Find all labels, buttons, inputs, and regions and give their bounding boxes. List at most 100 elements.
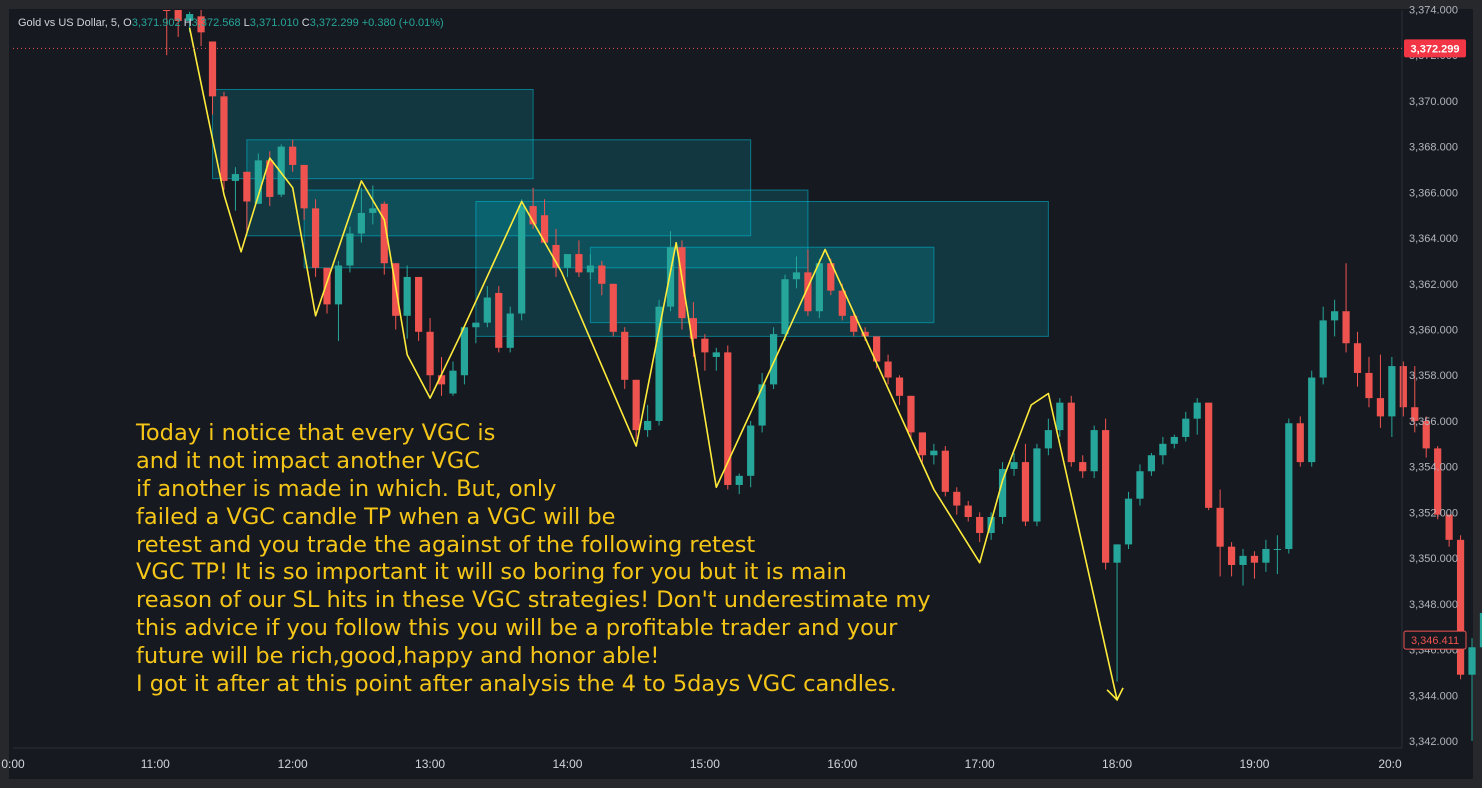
candle-body: [918, 432, 927, 456]
candle-body: [907, 395, 915, 433]
candle-body: [300, 164, 308, 209]
candle-body: [1021, 462, 1030, 522]
candle-body: [666, 247, 675, 307]
candle-body: [1479, 612, 1482, 648]
candle-body: [1434, 448, 1442, 515]
x-tick-label: 19:00: [1239, 757, 1269, 771]
annotation-line: reason of our SL hits in these VGC strat…: [136, 587, 931, 614]
candle-body: [884, 361, 892, 378]
candle-body: [254, 160, 262, 204]
candle-body: [1399, 366, 1407, 408]
candle-body: [1445, 514, 1453, 540]
y-tick-label: 3,342.000: [1409, 736, 1458, 748]
candle-body: [838, 290, 846, 316]
candle-body: [930, 450, 938, 456]
current-price-tag: [1404, 39, 1466, 58]
y-tick-label: 3,352.000: [1409, 507, 1458, 519]
axes: 3,342.0003,344.0003,346.0003,348.0003,35…: [1, 4, 1467, 771]
candle-body: [621, 331, 629, 380]
candle-body: [357, 212, 365, 234]
y-tick-label: 3,366.000: [1409, 187, 1458, 199]
vgc-zone: [475, 201, 1049, 337]
candle-body: [689, 318, 698, 339]
x-tick-label: 20:0: [1378, 757, 1402, 771]
candle-body: [1273, 548, 1281, 550]
candle-body: [1056, 402, 1064, 431]
candle-body: [655, 306, 663, 421]
candle-body: [460, 327, 469, 376]
candle-body: [163, 10, 171, 11]
candle-body: [609, 283, 617, 332]
candle-body: [174, 10, 182, 21]
candle-body: [827, 263, 835, 291]
annotation-line: VGC TP! It is so important it will so bo…: [136, 559, 847, 586]
candle-body: [1227, 546, 1236, 565]
candle-body: [1308, 377, 1316, 463]
candle-body: [1239, 555, 1247, 565]
y-tick-label: 3,368.000: [1409, 142, 1458, 154]
candle-body: [1124, 498, 1133, 545]
candle-body: [895, 377, 904, 396]
low-label: L: [243, 17, 250, 29]
arrow-head: [1106, 687, 1124, 702]
candle-body: [1033, 448, 1041, 522]
candle-body: [1010, 462, 1018, 469]
close-label: C: [301, 17, 310, 29]
x-tick-label: 13:00: [415, 757, 445, 771]
candle-body: [1170, 436, 1178, 444]
symbol-header: Gold vs US Dollar, 5, O3,371.902 H3,372.…: [18, 17, 444, 29]
annotation-line: I got it after at this point after analy…: [136, 671, 897, 698]
candle-body: [873, 336, 881, 362]
y-tick-label: 3,348.000: [1409, 599, 1458, 611]
candle-body: [1422, 420, 1430, 449]
candle-body: [1411, 407, 1419, 421]
candle-body: [1182, 418, 1190, 437]
candle-body: [998, 468, 1007, 517]
candle-body: [403, 276, 411, 316]
candle-body: [953, 491, 961, 506]
candle-body: [415, 276, 423, 332]
candle-body: [506, 313, 514, 348]
candle-body: [747, 425, 755, 476]
candle-body: [598, 265, 606, 284]
annotation-line: failed a VGC candle TP when a VGC will b…: [136, 503, 616, 530]
annotation-line: and it not impact another VGC: [136, 447, 480, 474]
x-tick-label: 0:00: [1, 757, 25, 771]
candle-body: [1331, 311, 1339, 321]
y-tick-label: 3,374.000: [1409, 4, 1458, 16]
marker-price-tag: [1403, 630, 1467, 650]
candle-body: [1044, 430, 1052, 449]
symbol-name: Gold vs US Dollar, 5,: [18, 17, 121, 29]
candle-body: [231, 174, 240, 181]
candle-body: [861, 331, 869, 337]
candle-body: [1216, 507, 1224, 547]
candle-body: [1079, 462, 1087, 472]
candle-body: [1147, 455, 1156, 472]
candle-body: [758, 384, 766, 426]
candle-body: [815, 263, 823, 312]
candle-body: [1090, 430, 1098, 472]
candle-body: [632, 379, 640, 431]
candle-body: [277, 146, 285, 195]
candle-body: [449, 370, 457, 394]
annotation-line: if another is made in which. But, only: [136, 475, 557, 502]
candle-body: [472, 322, 480, 328]
candle-body: [644, 420, 652, 431]
y-tick-label: 3,364.000: [1409, 233, 1458, 245]
candle-body: [346, 233, 354, 266]
candle-body: [1136, 471, 1144, 499]
candle-body: [334, 265, 343, 305]
chart-pane[interactable]: [9, 9, 1473, 779]
y-tick-label: 3,358.000: [1409, 370, 1458, 382]
candle-body: [529, 206, 537, 225]
candle-body: [712, 352, 720, 357]
zigzag-path: [188, 27, 1124, 702]
candle-body: [1285, 423, 1293, 549]
vgc-zone: [246, 139, 752, 237]
candle-body: [964, 505, 972, 517]
candle-body: [186, 14, 194, 21]
x-tick-label: 15:00: [690, 757, 720, 771]
candle-body: [804, 272, 812, 312]
candle-body: [1342, 311, 1350, 344]
